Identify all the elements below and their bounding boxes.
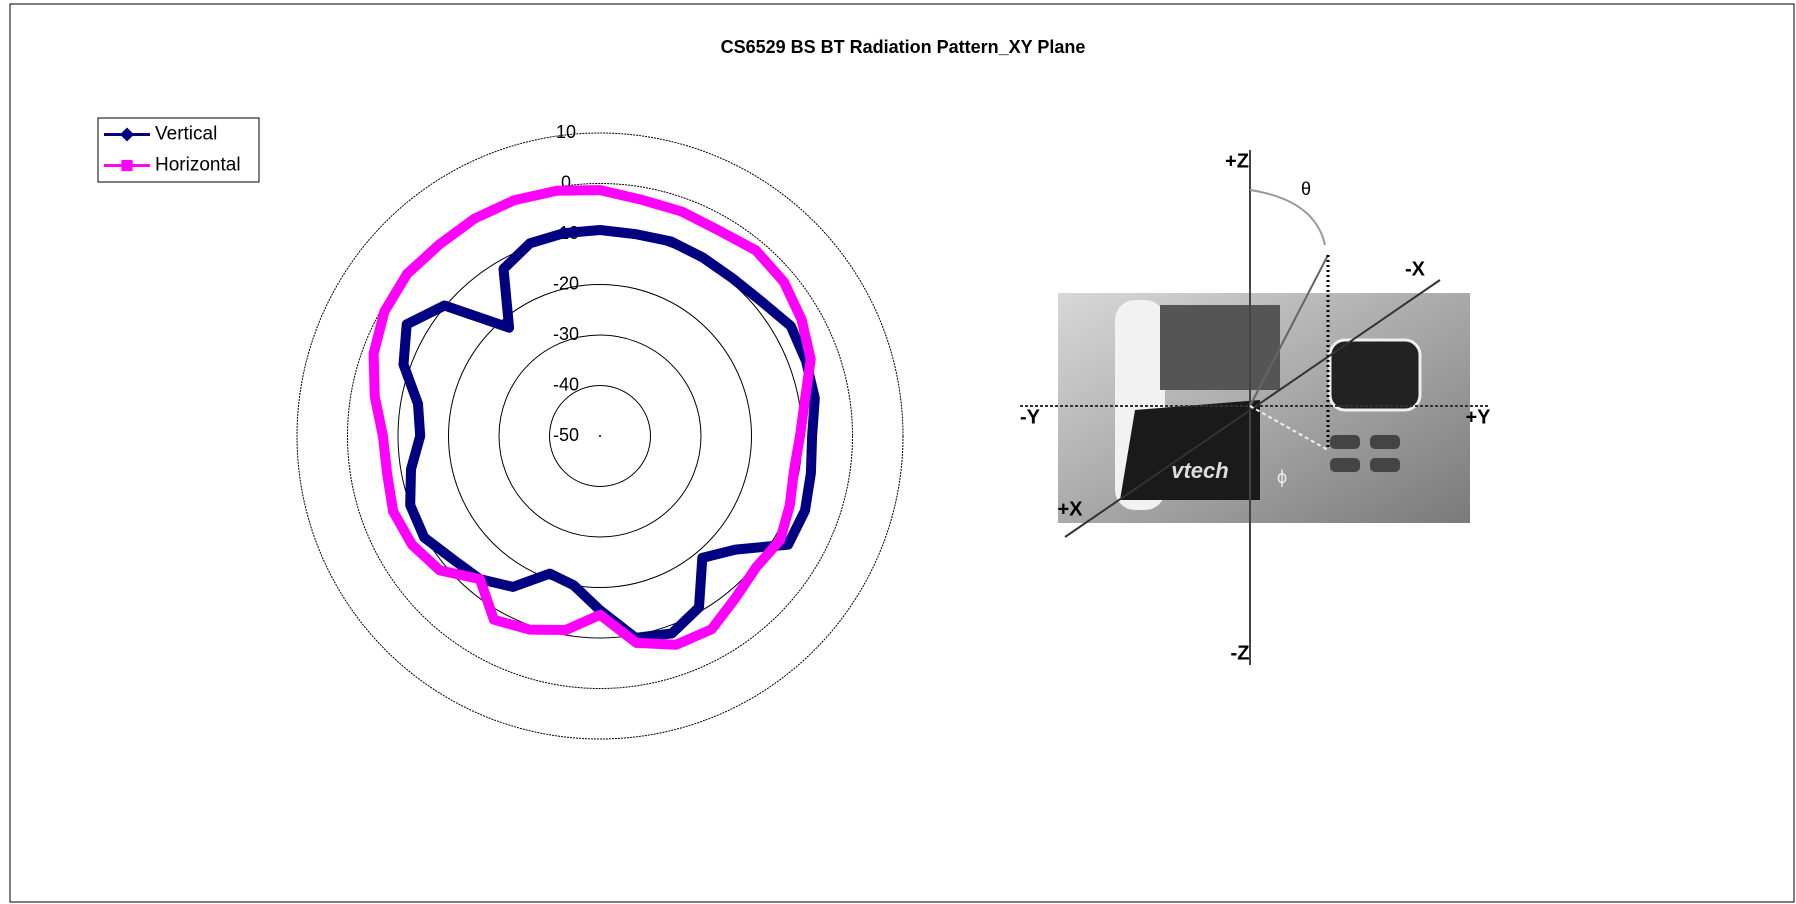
photo-label: -X: [1405, 258, 1426, 280]
r-tick-label: -40: [553, 374, 579, 394]
photo-label: ϕ: [1277, 467, 1287, 487]
speaker-grill: [1160, 305, 1280, 390]
r-tick-label: -20: [553, 273, 579, 293]
legend-label: Horizontal: [155, 155, 241, 176]
chart: CS6529 BS BT Radiation Pattern_XY Plane …: [0, 0, 1796, 904]
photo-label: +Y: [1465, 406, 1491, 428]
control-pad: [1330, 340, 1420, 410]
photo-label: -Y: [1020, 406, 1041, 428]
photo-label: +X: [1057, 498, 1083, 520]
grid-circle: [600, 436, 601, 437]
legend-label: Vertical: [155, 124, 217, 145]
button: [1330, 458, 1360, 472]
photo-label: +Z: [1225, 150, 1249, 172]
chart-frame: [10, 4, 1794, 902]
button: [1370, 458, 1400, 472]
photo-label: vtech: [1171, 458, 1228, 483]
r-tick-label: -30: [553, 324, 579, 344]
r-tick-label: 10: [556, 122, 576, 142]
r-tick-label: -50: [553, 425, 579, 445]
button: [1330, 435, 1360, 449]
legend-marker: [121, 160, 132, 171]
photo-label: -Z: [1231, 642, 1250, 664]
button: [1370, 435, 1400, 449]
chart-title: CS6529 BS BT Radiation Pattern_XY Plane: [721, 37, 1086, 57]
photo-label: θ: [1301, 179, 1311, 199]
